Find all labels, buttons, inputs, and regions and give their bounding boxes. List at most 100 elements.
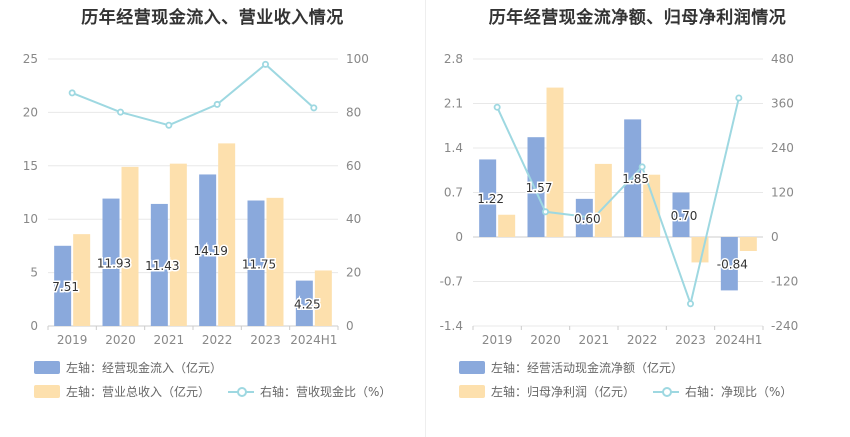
bar-primary <box>150 203 168 326</box>
bar-data-label: 1.85 <box>622 172 649 186</box>
legend-item[interactable]: 左轴：经营现金流入（亿元） <box>34 359 222 376</box>
y-left-tick-label: 10 <box>23 212 38 226</box>
legend-line-swatch <box>653 385 680 398</box>
x-tick-label: 2019 <box>57 333 88 347</box>
bar-secondary <box>643 174 661 237</box>
bar-primary <box>102 198 120 326</box>
y-right-tick-label: 480 <box>771 52 794 66</box>
bar-data-label: 11.43 <box>145 259 179 273</box>
y-left-tick-label: -1.4 <box>440 319 463 333</box>
legend-item[interactable]: 左轴：经营活动现金流净额（亿元） <box>459 359 683 376</box>
y-left-tick-label: 0 <box>455 230 463 244</box>
legend-label: 右轴：净现比（%） <box>685 384 793 399</box>
y-right-tick-label: 100 <box>346 52 369 66</box>
x-tick-label: 2024H1 <box>290 333 337 347</box>
y-left-tick-label: 15 <box>23 159 38 173</box>
ratio-point <box>310 104 318 112</box>
legend-item[interactable]: 左轴：营业总收入（亿元） <box>34 383 210 400</box>
bar-secondary <box>739 237 757 251</box>
x-tick-label: 2022 <box>627 333 658 347</box>
bar-secondary <box>169 163 187 326</box>
bar-primary <box>54 245 72 326</box>
bar-primary <box>672 192 690 237</box>
legend-bar-swatch <box>34 360 60 374</box>
x-tick-label: 2020 <box>105 333 136 347</box>
bar-data-label: 1.22 <box>477 192 504 206</box>
bar-secondary <box>266 197 284 326</box>
y-right-tick-label: 40 <box>346 212 361 226</box>
bar-data-label: 4.25 <box>294 297 321 311</box>
netcash-profit-chart: -1.4 -0.7 0 0.7 1.4 2.1 2.8 -240 -120 0 120 240 360 4… <box>440 52 799 347</box>
bar-data-label: 7.51 <box>52 280 79 294</box>
legend-label: 右轴：营收现金比（%） <box>260 384 392 399</box>
y-right-tick-label: 80 <box>346 105 361 119</box>
x-tick-label: 2023 <box>675 333 706 347</box>
bar-data-label: 11.93 <box>97 256 131 270</box>
y-left-tick-label: 1.4 <box>444 141 463 155</box>
bar-secondary <box>498 214 516 237</box>
y-right-tick-label: 360 <box>771 97 794 111</box>
bar-primary <box>720 237 738 291</box>
ratio-line <box>71 63 315 127</box>
y-left-tick-label: 2.1 <box>444 97 463 111</box>
chart-title: 历年经营现金流净额、归母净利润情况 <box>488 8 787 28</box>
y-left-tick-label: 25 <box>23 52 38 66</box>
bar-primary <box>247 200 265 326</box>
bar-secondary <box>73 234 91 326</box>
bar-primary <box>527 137 545 237</box>
legend-label: 左轴：经营现金流入（亿元） <box>66 360 223 375</box>
legend-label: 左轴：归母净利润（亿元） <box>491 384 636 399</box>
ratio-line <box>496 97 740 308</box>
x-tick-label: 2023 <box>250 333 281 347</box>
x-tick-label: 2022 <box>202 333 233 347</box>
bar-primary <box>575 198 593 237</box>
bar-data-label: 1.57 <box>526 181 553 195</box>
x-tick-label: 2020 <box>530 333 561 347</box>
y-left-tick-label: 20 <box>23 105 38 119</box>
y-right-tick-label: 20 <box>346 266 361 280</box>
y-left-tick-label: 0.7 <box>444 186 463 200</box>
x-tick-label: 2019 <box>482 333 513 347</box>
panel-divider <box>425 0 426 437</box>
ratio-point <box>686 300 694 308</box>
y-right-tick-label: 60 <box>346 159 361 173</box>
chart-title: 历年经营现金流入、营业收入情况 <box>81 8 344 28</box>
legend-bar-swatch <box>459 384 485 398</box>
bar-data-label: 0.70 <box>671 209 698 223</box>
bar-secondary <box>594 163 612 237</box>
ratio-point <box>117 108 125 116</box>
ratio-point <box>638 163 646 171</box>
y-left-tick-label: 0 <box>30 319 38 333</box>
y-right-tick-label: 0 <box>346 319 354 333</box>
bar-data-label: 14.19 <box>193 244 227 258</box>
y-left-tick-label: 5 <box>30 266 38 280</box>
legend-bar-swatch <box>459 360 485 374</box>
legend-label: 左轴：营业总收入（亿元） <box>66 384 211 399</box>
bar-data-label: 11.75 <box>242 257 276 271</box>
ratio-point <box>735 94 743 102</box>
y-right-tick-label: -240 <box>771 319 798 333</box>
bar-data-label: -0.84 <box>717 258 748 272</box>
cashflow-revenue-chart-panel: 历年经营现金流入、营业收入情况 0 5 10 15 20 25 0 20 40 60 80 100 20… <box>23 8 392 400</box>
x-tick-label: 2021 <box>154 333 185 347</box>
bar-secondary <box>218 143 236 326</box>
y-left-tick-label: 2.8 <box>444 52 463 66</box>
bar-secondary <box>314 270 332 326</box>
ratio-point <box>493 103 501 111</box>
legend-line-swatch <box>228 385 255 398</box>
bar-secondary <box>546 87 564 237</box>
legend-label: 左轴：经营活动现金流净额（亿元） <box>491 360 684 375</box>
y-right-tick-label: 120 <box>771 186 794 200</box>
x-tick-label: 2024H1 <box>715 333 762 347</box>
ratio-point <box>213 100 221 108</box>
legend-item[interactable]: 左轴：归母净利润（亿元） <box>459 383 635 400</box>
y-right-tick-label: -120 <box>771 275 798 289</box>
bar-primary <box>479 159 497 237</box>
y-right-tick-label: 0 <box>771 230 779 244</box>
ratio-point <box>542 208 550 216</box>
ratio-point <box>590 214 598 222</box>
y-right-tick-label: 240 <box>771 141 794 155</box>
legend-item[interactable]: 右轴：营收现金比（%） <box>228 383 391 400</box>
legend-item[interactable]: 右轴：净现比（%） <box>653 383 792 400</box>
cashflow-revenue-chart: 0 5 10 15 20 25 0 20 40 60 80 100 2019 2020 2021 2022 20… <box>23 52 369 347</box>
